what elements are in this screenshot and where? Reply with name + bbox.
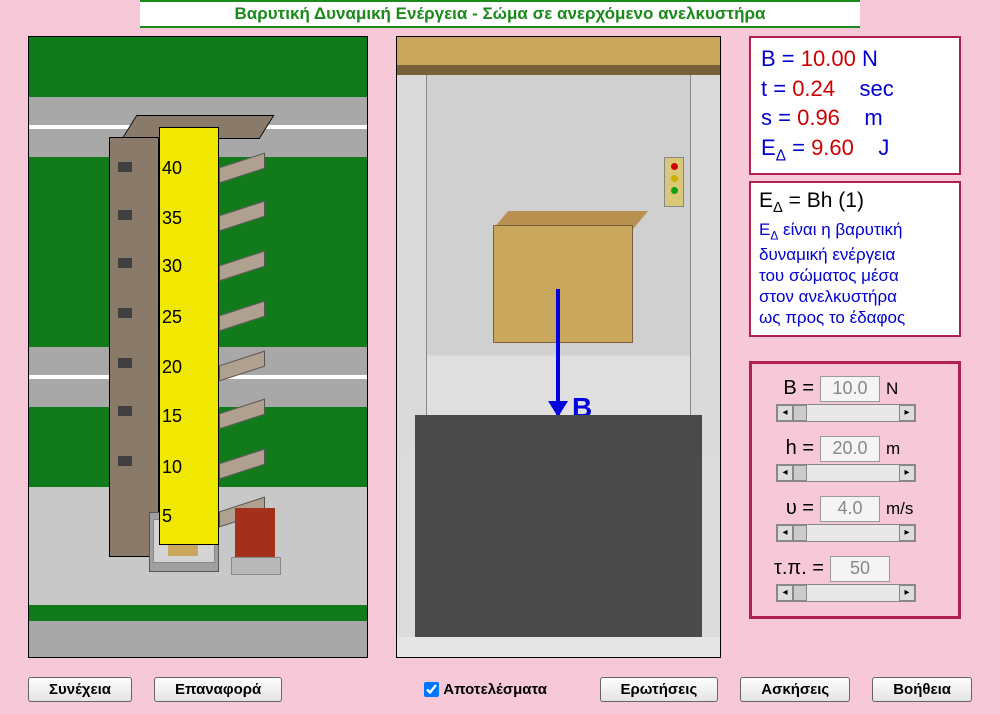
elevator-ceiling	[397, 37, 720, 65]
box	[493, 225, 633, 343]
scale-mark: 5	[162, 506, 172, 527]
scale-mark: 35	[162, 208, 182, 229]
force-arrow	[556, 289, 560, 415]
slider-right-arrow-icon[interactable]: ▸	[899, 405, 915, 421]
exercises-button[interactable]: Ασκήσεις	[740, 677, 850, 702]
slider-left-arrow-icon[interactable]: ◂	[777, 525, 793, 541]
input-h[interactable]	[820, 436, 880, 462]
window	[118, 456, 132, 466]
main-area: 40 35 30 25 20 15 10 5	[0, 28, 1000, 658]
scale-mark: 15	[162, 406, 182, 427]
slider-u[interactable]: ◂ ▸	[776, 524, 916, 542]
window	[118, 258, 132, 268]
readout-E: EΔ = 9.60 J	[761, 133, 949, 167]
panel-dot-yellow	[671, 175, 678, 182]
slider-right-arrow-icon[interactable]: ▸	[899, 525, 915, 541]
window	[118, 162, 132, 172]
road-strip	[29, 621, 367, 657]
title-bar: Βαρυτική Δυναμική Ενέργεια - Σώμα σε ανε…	[140, 0, 860, 28]
building: 40 35 30 25 20 15 10 5	[109, 127, 254, 557]
slider-tp[interactable]: ◂ ▸	[776, 584, 916, 602]
slider-left-arrow-icon[interactable]: ◂	[777, 585, 793, 601]
scale-mark: 10	[162, 457, 182, 478]
building-scale-wall: 40 35 30 25 20 15 10 5	[159, 127, 219, 545]
scale-mark: 20	[162, 357, 182, 378]
slider-left-arrow-icon[interactable]: ◂	[777, 465, 793, 481]
slider-left-arrow-icon[interactable]: ◂	[777, 405, 793, 421]
building-entrance	[235, 508, 275, 562]
elevator-trim	[397, 65, 720, 75]
slider-B[interactable]: ◂ ▸	[776, 404, 916, 422]
bottom-toolbar: Συνέχεια Επαναφορά Αποτελέσματα Ερωτήσει…	[28, 677, 972, 702]
slider-thumb[interactable]	[793, 585, 807, 601]
formula-equation: EΔ = Bh (1)	[759, 189, 951, 216]
questions-button[interactable]: Ερωτήσεις	[600, 677, 719, 702]
readout-s: s = 0.96 m	[761, 103, 949, 133]
readout-B: B = 10.00 N	[761, 44, 949, 74]
building-side-wall	[109, 137, 159, 557]
input-row-u: υ = m/s	[766, 496, 944, 522]
input-row-tp: τ.π. =	[766, 556, 944, 582]
reset-button[interactable]: Επαναφορά	[154, 677, 282, 702]
title-text: Βαρυτική Δυναμική Ενέργεια - Σώμα σε ανε…	[235, 4, 766, 23]
slider-thumb[interactable]	[793, 465, 807, 481]
elevator-interior-panel: B	[396, 36, 721, 658]
elevator-right-wall	[690, 75, 720, 455]
window	[118, 210, 132, 220]
grass-strip	[29, 37, 367, 97]
panel-dot-green	[671, 187, 678, 194]
slider-h[interactable]: ◂ ▸	[776, 464, 916, 482]
elevator-button-panel	[664, 157, 684, 207]
input-B[interactable]	[820, 376, 880, 402]
slider-thumb[interactable]	[793, 405, 807, 421]
balconies	[219, 142, 253, 547]
slider-thumb[interactable]	[793, 525, 807, 541]
readout-t: t = 0.24 sec	[761, 74, 949, 104]
input-u[interactable]	[820, 496, 880, 522]
building-scene-panel: 40 35 30 25 20 15 10 5	[28, 36, 368, 658]
elevator-dark-floor	[415, 415, 702, 657]
formula-description: EΔ είναι η βαρυτική δυναμική ενέργεια το…	[759, 219, 951, 328]
inputs-box: B = N ◂ ▸ h = m ◂ ▸ υ = m	[749, 361, 961, 619]
grass-strip	[29, 605, 367, 621]
panel-dot-red	[671, 163, 678, 170]
scale-mark: 40	[162, 158, 182, 179]
entrance-step	[231, 557, 281, 575]
results-checkbox-wrap[interactable]: Αποτελέσματα	[424, 681, 547, 698]
window	[118, 406, 132, 416]
formula-box: EΔ = Bh (1) EΔ είναι η βαρυτική δυναμική…	[749, 181, 961, 336]
input-row-h: h = m	[766, 436, 944, 462]
window	[118, 308, 132, 318]
window	[118, 358, 132, 368]
elevator-base-trim	[397, 637, 720, 657]
results-checkbox-label: Αποτελέσματα	[443, 681, 547, 698]
slider-right-arrow-icon[interactable]: ▸	[899, 465, 915, 481]
input-row-B: B = N	[766, 376, 944, 402]
continue-button[interactable]: Συνέχεια	[28, 677, 132, 702]
elevator-left-wall	[397, 75, 427, 455]
scale-mark: 25	[162, 307, 182, 328]
input-tp[interactable]	[830, 556, 890, 582]
help-button[interactable]: Βοήθεια	[872, 677, 972, 702]
right-column: B = 10.00 N t = 0.24 sec s = 0.96 m EΔ =…	[749, 36, 961, 658]
scale-mark: 30	[162, 256, 182, 277]
readout-box: B = 10.00 N t = 0.24 sec s = 0.96 m EΔ =…	[749, 36, 961, 175]
results-checkbox[interactable]	[424, 682, 439, 697]
slider-right-arrow-icon[interactable]: ▸	[899, 585, 915, 601]
